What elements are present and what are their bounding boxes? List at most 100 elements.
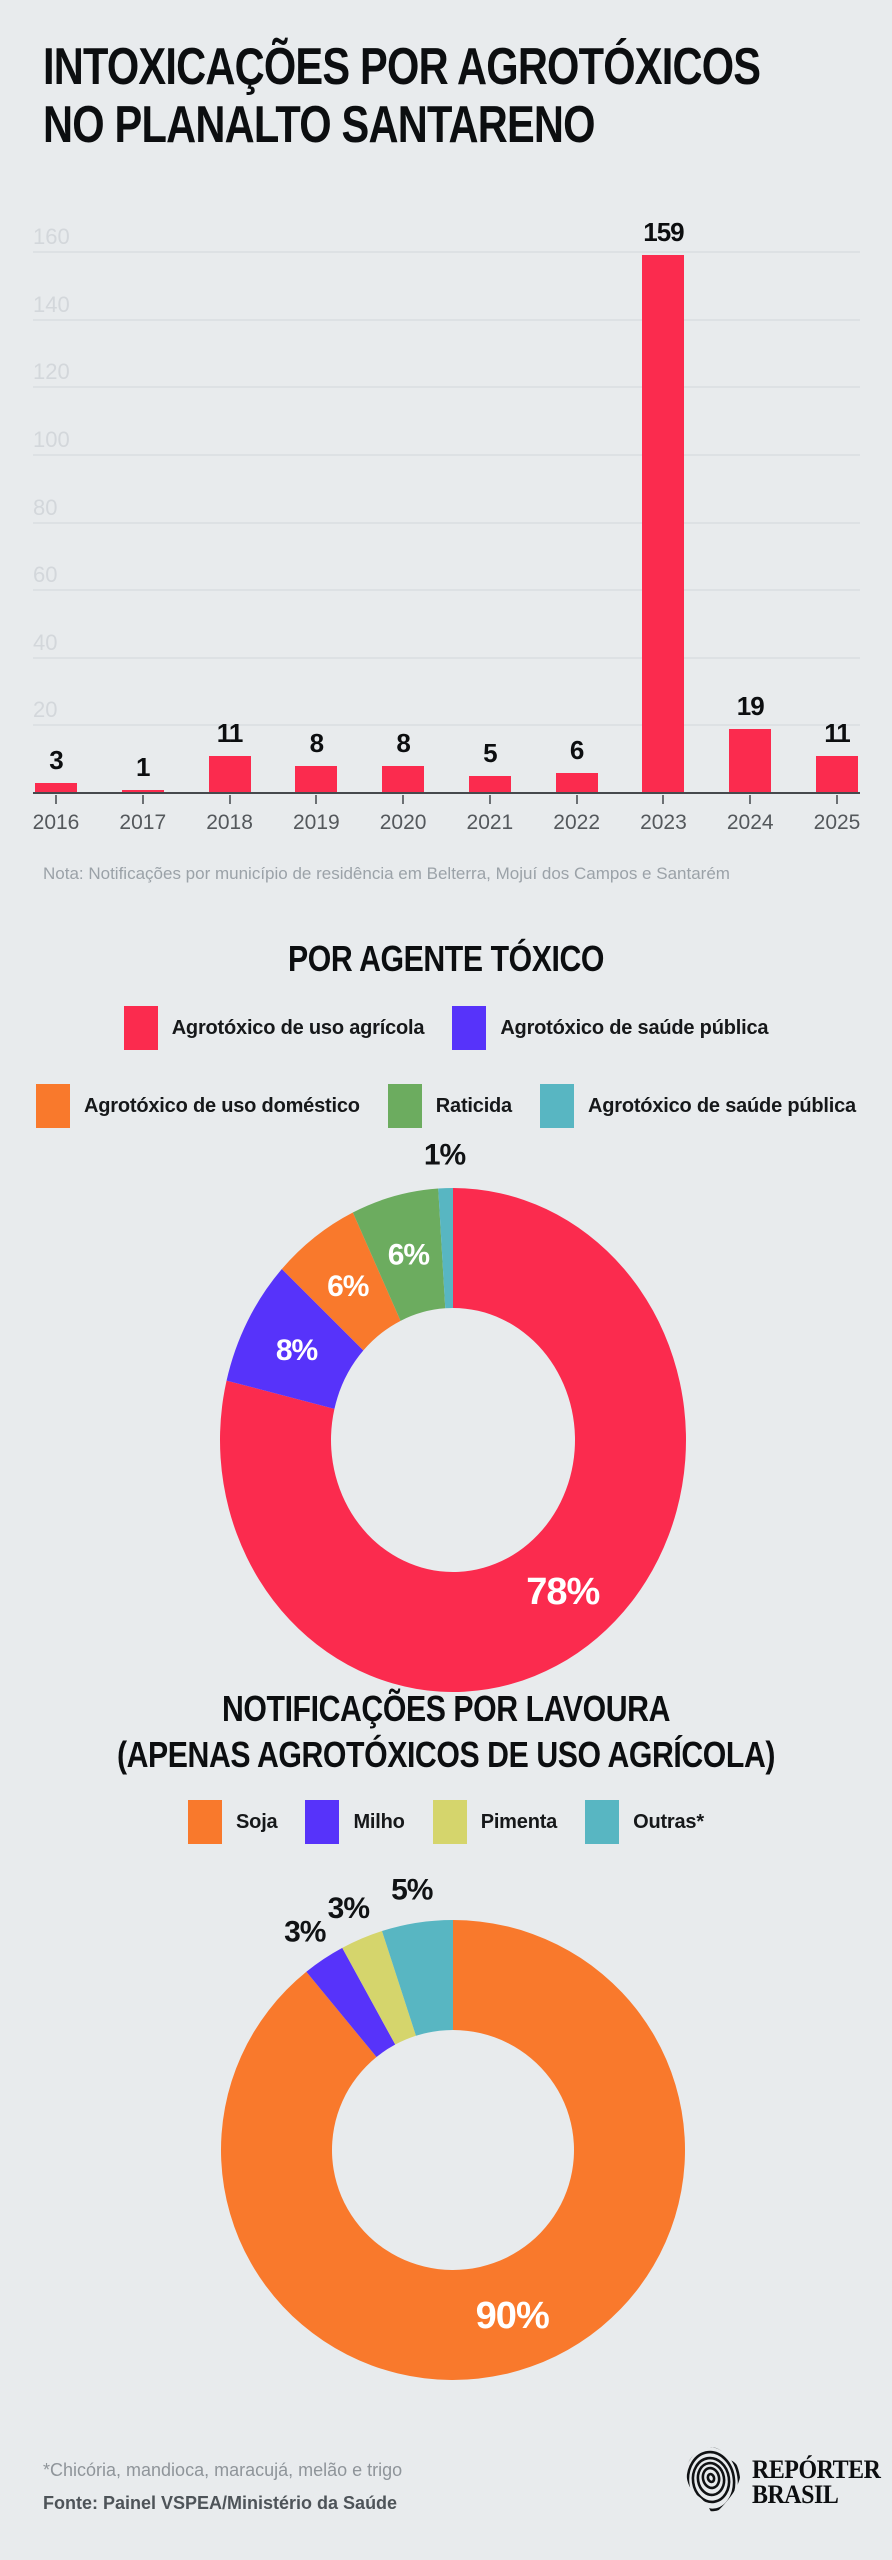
legend-swatch-domestico	[36, 1084, 71, 1128]
barval: 3	[49, 744, 63, 775]
barval: 19	[736, 690, 765, 721]
xtick	[488, 795, 491, 804]
xtick	[662, 795, 665, 804]
donut-label: 6%	[327, 1270, 369, 1303]
source-line: Fonte: Painel VSPEA/Ministério da Saúde	[43, 2493, 398, 2513]
xtick	[141, 795, 144, 804]
donut-slice	[352, 1188, 446, 1321]
agent-legend-row-2: Agrotóxico de uso doméstico Raticida Agr…	[0, 1084, 892, 1128]
year: 2021	[466, 811, 514, 834]
year: 2020	[379, 811, 427, 834]
page-title-line2: NO PLANALTO SANTARENO	[43, 96, 596, 154]
bar	[35, 782, 77, 793]
year: 2018	[206, 811, 253, 834]
legend-label: Milho	[353, 1810, 405, 1833]
ytick: 60	[33, 562, 58, 588]
legend-swatch-soja	[188, 1800, 223, 1844]
ytick: 140	[33, 291, 70, 317]
donut-label: 3%	[284, 1915, 326, 1948]
barval: 5	[483, 738, 497, 769]
donut-slice	[220, 1920, 685, 2380]
gridline	[33, 318, 860, 321]
barval: 1	[136, 751, 150, 782]
bar	[295, 765, 338, 793]
legend-label: Raticida	[435, 1094, 512, 1117]
section-title-crop-line1: NOTIFICAÇÕES POR LAVOURA	[221, 1688, 671, 1729]
year: 2019	[292, 811, 340, 834]
crop-legend-row: Soja Milho Pimenta Outras*	[0, 1800, 892, 1844]
year: 2023	[640, 811, 687, 834]
gridline	[33, 453, 860, 456]
gridline	[33, 386, 860, 389]
xtick	[315, 795, 318, 804]
legend-label: Agrotóxico de saúde pública	[587, 1094, 856, 1117]
barval: 159	[643, 217, 684, 248]
page-title: INTOXICAÇÕES POR AGROTÓXICOS NO PLANALTO…	[43, 38, 761, 154]
legend-label: Pimenta	[480, 1810, 558, 1833]
legend-item: Milho	[305, 1800, 405, 1844]
bar	[816, 755, 858, 793]
bar	[555, 772, 598, 793]
barval: 11	[824, 717, 851, 748]
year: 2024	[726, 811, 774, 834]
section-title-crop-line2: (APENAS AGROTÓXICOS DE USO AGRÍCOLA)	[116, 1734, 776, 1775]
donut-label: 90%	[476, 2295, 549, 2337]
year: 2025	[813, 811, 861, 834]
legend-item: Outras*	[585, 1800, 704, 1844]
bar	[382, 765, 425, 793]
legend-item: Raticida	[387, 1084, 512, 1128]
legend-item: Agrotóxico de saúde pública	[452, 1006, 768, 1050]
barval: 8	[396, 727, 410, 758]
donut-label: 5%	[391, 1874, 433, 1907]
donut-slice	[281, 1212, 401, 1351]
bar	[642, 255, 685, 793]
fingerprint-brazil-icon	[686, 2447, 741, 2517]
year: 2022	[553, 811, 601, 834]
legend-label: Agrotóxico de saúde pública	[500, 1016, 769, 1039]
xtick	[575, 795, 578, 804]
xtick	[55, 795, 57, 804]
gridline	[33, 589, 860, 592]
legend-label: Agrotóxico de uso doméstico	[84, 1094, 360, 1117]
legend-item: Agrotóxico de saúde pública	[539, 1084, 856, 1128]
logo-line1: REPÓRTER	[752, 2455, 881, 2484]
donut-label: 6%	[388, 1239, 430, 1272]
legend-swatch-outras	[585, 1800, 620, 1844]
donut-slice	[381, 1920, 453, 2036]
legend-swatch-milho	[305, 1800, 340, 1844]
year: 2017	[119, 811, 167, 834]
legend-label: Outras*	[633, 1810, 704, 1833]
legend-label: Agrotóxico de uso agrícola	[171, 1016, 425, 1039]
xtick	[749, 795, 752, 804]
agent-legend-row-1: Agrotóxico de uso agrícola Agrotóxico de…	[0, 1006, 892, 1050]
xtick	[836, 795, 838, 804]
bar	[468, 776, 511, 793]
legend-label: Soja	[236, 1810, 278, 1833]
donut-slice	[220, 1188, 687, 1692]
legend-swatch-saude-publica-2	[539, 1084, 574, 1128]
xtick	[402, 795, 405, 804]
legend-item: Agrotóxico de uso doméstico	[36, 1084, 360, 1128]
reporter-brasil-logo: REPÓRTER BRASIL	[684, 2444, 881, 2520]
ytick: 100	[33, 426, 70, 452]
x-axis-line	[33, 792, 860, 794]
ytick: 40	[33, 629, 58, 655]
gridline	[33, 521, 860, 524]
barval: 8	[309, 727, 324, 758]
legend-swatch-agricola	[123, 1006, 158, 1050]
legend-swatch-raticida	[387, 1084, 422, 1128]
legend-item: Pimenta	[432, 1800, 558, 1844]
donut-chart-crop: 90% 3%3% 5%	[220, 1874, 685, 2380]
ytick: 20	[33, 697, 58, 723]
legend-item: Soja	[188, 1800, 278, 1844]
gridline	[33, 656, 860, 659]
donut-slice	[438, 1188, 453, 1309]
logo-line2: BRASIL	[752, 2480, 839, 2509]
donut-chart-agent: 78% 8% 6% 6% 1%	[220, 1139, 687, 1692]
xtick	[228, 795, 231, 804]
section-title-crop: NOTIFICAÇÕES POR LAVOURA (APENAS AGROTÓX…	[71, 1686, 820, 1778]
donut-label: 78%	[526, 1571, 599, 1613]
donut-label: 3%	[328, 1892, 370, 1925]
donut-label: 8%	[276, 1334, 318, 1367]
donut-slice	[306, 1947, 396, 2058]
